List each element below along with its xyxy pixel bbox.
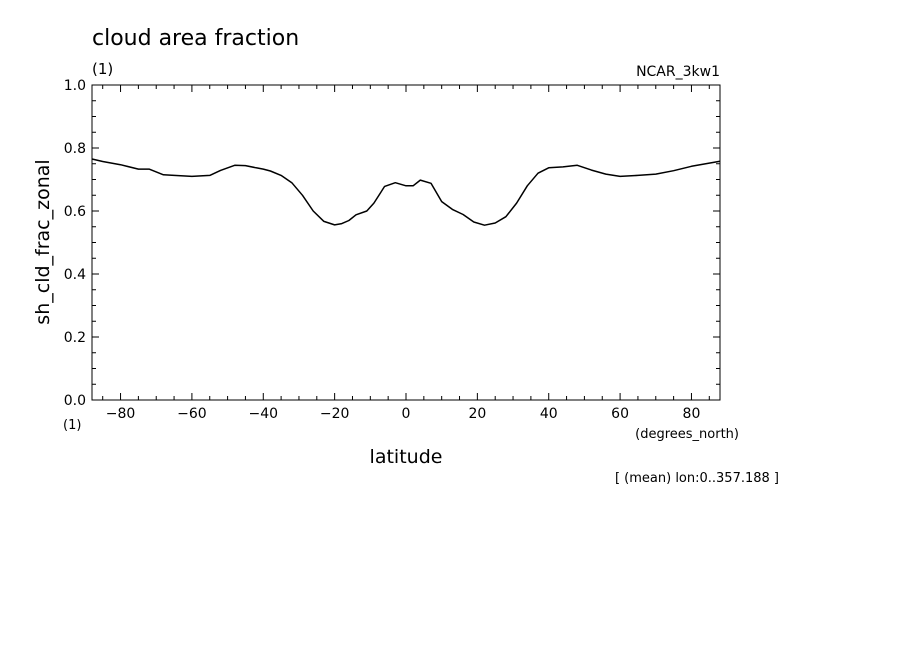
x-axis-ticks: −80 −60 −40 −20 0 20 40 60 80 <box>102 85 710 422</box>
x-tick-label: 40 <box>540 406 558 422</box>
x-tick-label: 20 <box>468 406 486 422</box>
x-tick-label: 80 <box>683 406 701 422</box>
series-group <box>91 158 721 226</box>
x-tick-label: 60 <box>611 406 629 422</box>
series-line <box>91 158 721 226</box>
y-tick-label: 0.8 <box>64 141 86 157</box>
y-axis-ticks: 0.0 0.2 0.4 0.6 0.8 1.0 <box>64 78 720 409</box>
plot-frame-group <box>91 84 721 401</box>
plot-frame <box>91 84 721 401</box>
units-label: (1) <box>92 60 113 78</box>
x-tick-label: 0 <box>402 406 411 422</box>
x-tick-label: −40 <box>248 406 278 422</box>
y-tick-label: 0.2 <box>64 330 86 346</box>
y-tick-label: 0.4 <box>64 267 86 283</box>
x-tick-label: −80 <box>106 406 136 422</box>
x-tick-label: −20 <box>320 406 350 422</box>
footnote: [ (mean) lon:0..357.188 ] <box>615 471 779 486</box>
y-axis-title: sh_cld_frac_zonal <box>32 159 54 324</box>
model-label: NCAR_3kw1 <box>636 64 720 80</box>
y-units-label: (1) <box>63 418 81 433</box>
x-units-label: (degrees_north) <box>635 427 739 442</box>
x-axis-title: latitude <box>370 446 443 468</box>
y-tick-label: 0.0 <box>64 393 86 409</box>
y-tick-label: 0.6 <box>64 204 86 220</box>
x-tick-label: −60 <box>177 406 207 422</box>
chart-title: cloud area fraction <box>92 26 299 51</box>
y-tick-label: 1.0 <box>64 78 86 94</box>
